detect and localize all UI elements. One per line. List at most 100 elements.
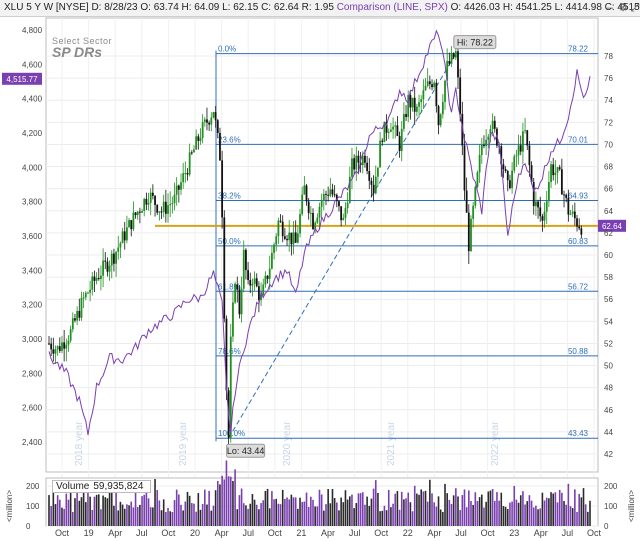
left-axis-tick: 4,000 bbox=[22, 163, 43, 172]
candle-body bbox=[290, 232, 293, 245]
volume-bar bbox=[76, 489, 78, 526]
right-axis-tick: 48 bbox=[604, 384, 613, 393]
candle-body bbox=[560, 169, 563, 195]
candle-body bbox=[387, 131, 390, 133]
volume-bar bbox=[232, 480, 234, 526]
candle-body bbox=[190, 152, 193, 154]
candle-body bbox=[576, 218, 578, 227]
minimize-icon[interactable]: – bbox=[606, 2, 614, 14]
volume-bar bbox=[381, 510, 384, 526]
volume-bar bbox=[392, 503, 394, 526]
candle-body bbox=[327, 194, 330, 196]
volume-bar bbox=[281, 489, 284, 526]
volume-bar bbox=[286, 497, 288, 526]
volume-bar bbox=[587, 511, 589, 526]
candle-body bbox=[232, 302, 234, 337]
candle-body bbox=[134, 212, 137, 216]
candle-body bbox=[370, 180, 373, 185]
comparison-label[interactable]: Comparison (LINE, SPX) bbox=[336, 2, 448, 13]
candle-body bbox=[524, 130, 526, 132]
candle-body bbox=[333, 194, 336, 196]
volume-bar bbox=[413, 485, 416, 526]
volume-bar bbox=[558, 489, 561, 526]
comparison-low: L: 4414.98 bbox=[554, 2, 602, 13]
candle-body bbox=[115, 251, 117, 264]
candle-body bbox=[307, 201, 310, 214]
candle-body bbox=[483, 144, 485, 147]
volume-bar bbox=[582, 488, 585, 526]
year-watermark: 2018 year bbox=[74, 421, 85, 466]
comparison-line[interactable] bbox=[48, 29, 591, 436]
right-axis-tick: 42 bbox=[604, 450, 613, 459]
volume-bar bbox=[504, 506, 507, 526]
volume-bar bbox=[418, 494, 420, 526]
volume-bar bbox=[526, 501, 529, 526]
candle-body bbox=[353, 158, 356, 170]
candle-body bbox=[50, 343, 53, 350]
range-label: R: 1.95 bbox=[301, 2, 334, 13]
volume-bar bbox=[271, 491, 273, 526]
volume-bar bbox=[437, 496, 440, 526]
candle-body bbox=[431, 84, 433, 88]
comparison-last-tag bbox=[2, 72, 42, 85]
fib-value-label: 43.43 bbox=[568, 429, 589, 438]
volume-bar bbox=[561, 492, 563, 526]
candle-body bbox=[316, 217, 319, 223]
volume-bar bbox=[483, 507, 485, 526]
candle-body bbox=[463, 145, 466, 191]
candle-body bbox=[381, 140, 384, 142]
volume-bar bbox=[216, 480, 219, 526]
volume-bar bbox=[93, 496, 96, 526]
volume-bar bbox=[307, 506, 310, 526]
left-axis-tick: 4,200 bbox=[22, 129, 43, 138]
settings-icon[interactable]: ⚙ bbox=[618, 2, 628, 14]
fib-percent-label: 50.0% bbox=[218, 237, 241, 246]
date-label: D: 8/28/23 bbox=[91, 2, 138, 13]
right-axis-tick: 46 bbox=[604, 406, 613, 415]
volume-bar bbox=[154, 479, 156, 526]
volume-bar bbox=[366, 496, 368, 526]
volume-bar bbox=[236, 509, 239, 526]
candle-body bbox=[286, 238, 288, 241]
candle-body bbox=[249, 280, 252, 286]
volume-bar bbox=[221, 475, 223, 526]
volume-bar bbox=[539, 508, 542, 526]
candle-body bbox=[143, 198, 146, 211]
candle-body bbox=[294, 232, 297, 243]
volume-bar bbox=[543, 500, 546, 526]
x-axis-tick: Oct bbox=[481, 528, 496, 538]
volume-bar bbox=[277, 503, 280, 526]
candle-body bbox=[266, 275, 269, 279]
volume-bar bbox=[519, 495, 522, 526]
volume-bar bbox=[424, 490, 427, 526]
volume-bar bbox=[576, 511, 578, 526]
trendline[interactable] bbox=[228, 53, 457, 439]
volume-bar bbox=[152, 507, 154, 526]
candle-body bbox=[394, 125, 397, 127]
volume-bar bbox=[377, 492, 379, 526]
x-axis-tick: 21 bbox=[296, 528, 306, 538]
volume-left-axis-tick: 0 bbox=[26, 522, 31, 531]
volume-bar bbox=[145, 480, 148, 526]
candle-body bbox=[444, 80, 446, 102]
volume-bar bbox=[91, 509, 94, 526]
candle-body bbox=[439, 114, 442, 126]
volume-bar bbox=[301, 501, 303, 526]
left-axis-tick: 3,200 bbox=[22, 301, 43, 310]
candle-body bbox=[405, 114, 407, 118]
volume-label: Volume bbox=[56, 481, 90, 492]
volume-bar bbox=[294, 497, 297, 526]
expand-icon[interactable]: ⤢ bbox=[630, 2, 640, 14]
volume-bar bbox=[390, 507, 392, 526]
candle-body bbox=[500, 146, 503, 165]
candle-body bbox=[407, 94, 410, 118]
volume-bar bbox=[253, 499, 256, 526]
volume-bar bbox=[242, 503, 245, 526]
candle-body bbox=[325, 193, 327, 195]
symbol-label[interactable]: XLU 5 Y W [NYSE] bbox=[4, 2, 89, 13]
candle-body bbox=[56, 346, 59, 350]
candle-body bbox=[446, 61, 449, 81]
candle-body bbox=[435, 82, 438, 107]
candle-body bbox=[409, 94, 412, 108]
